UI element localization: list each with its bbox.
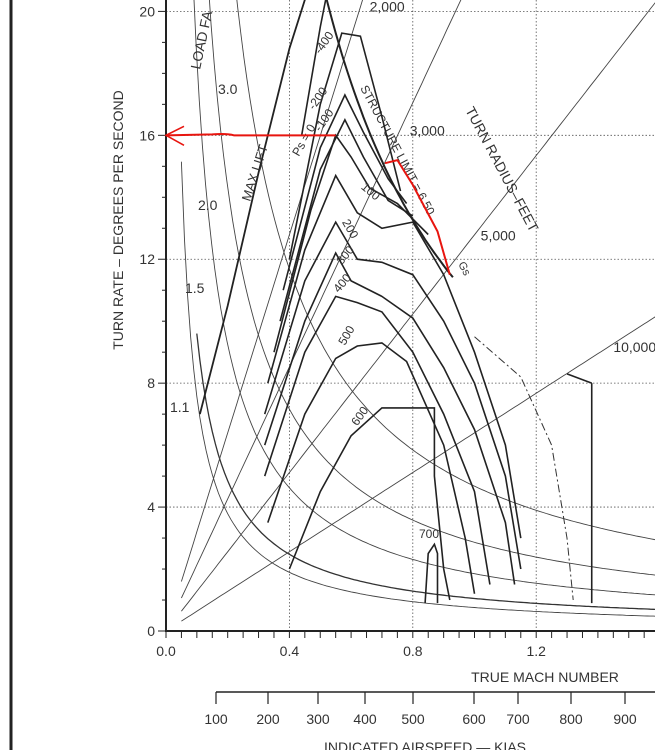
ps-contour-label: 300: [333, 243, 357, 268]
annotation-trace: [384, 158, 451, 275]
y-axis-title: TURN RATE – DEGREES PER SECOND: [110, 90, 126, 350]
ps-contour: [300, 0, 327, 136]
ps-contour: [263, 295, 491, 585]
ps-contour-label: 500: [335, 323, 357, 348]
kias-tick-label: 100: [204, 711, 228, 727]
x-tick-label: 0.4: [280, 643, 300, 659]
y-tick-label: 8: [147, 375, 155, 391]
ps-contour: [288, 407, 451, 601]
turn-radius-label: 3,000: [410, 122, 445, 138]
ps-contour-label: Ps = 0: [289, 121, 318, 158]
structure-limit-unit: Gs: [455, 260, 472, 278]
kias-tick-label: 700: [506, 711, 530, 727]
ps-contour: [273, 133, 429, 353]
turn-radius-line: [181, 2, 655, 612]
y-tick-label: 4: [147, 499, 155, 515]
ps-contour: [424, 542, 439, 604]
ps-contour-label: -400: [311, 29, 336, 57]
load-factor-line: [180, 161, 655, 617]
load-factor-label: 1.5: [185, 280, 205, 296]
load-factor-title: LOAD FA: [187, 9, 215, 71]
kias-tick-label: 800: [559, 711, 583, 727]
dash-dot-line: [474, 336, 574, 601]
y-tick-label: 20: [139, 3, 155, 19]
ps-contour: [263, 220, 522, 570]
ps-contour: [267, 342, 476, 594]
load-factor-line: [208, 0, 655, 576]
x-tick-label: 0.8: [403, 643, 423, 659]
ps-contour: [279, 118, 414, 322]
turn-radius-label: 2,000: [370, 0, 405, 14]
mach-limit-line: [566, 373, 593, 604]
kias-axis-title: INDICATED AIRSPEED — KIAS: [324, 739, 526, 750]
load-factor-label: 1.1: [170, 399, 190, 415]
turn-radius-title: TURN RADIUS–FEET: [462, 104, 542, 235]
kias-tick-label: 400: [353, 711, 377, 727]
x-tick-label: 1.2: [526, 643, 546, 659]
ps-contour: [267, 173, 522, 539]
turn-radius-label: 10,000: [613, 339, 655, 355]
turn-radius-line: [180, 0, 462, 599]
load-factor-label: 2.0: [198, 197, 218, 213]
ps-contour: [263, 251, 516, 585]
ps-contour: [282, 93, 408, 291]
kias-tick-label: 200: [256, 711, 280, 727]
load-factor-line: [236, 0, 655, 541]
ps-contour-label: 600: [348, 404, 371, 429]
kias-tick-label: 500: [401, 711, 425, 727]
load-factor-line: [193, 0, 655, 596]
kias-tick-label: 300: [306, 711, 330, 727]
load-factor-label: 3.0: [218, 81, 238, 97]
turn-radius-line: [181, 316, 655, 622]
max-lift-curve: [199, 0, 306, 415]
x-tick-label: 0.0: [156, 643, 176, 659]
y-tick-label: 12: [139, 251, 155, 267]
x-axis-title: TRUE MACH NUMBER: [471, 669, 619, 685]
lower-envelope-curve: [196, 333, 655, 611]
y-tick-label: 0: [147, 623, 155, 639]
ps-contour-label: 400: [330, 271, 354, 296]
annotation-arrow-line: [165, 132, 336, 137]
ps-contour-label: 100: [358, 180, 383, 204]
y-tick-label: 16: [139, 127, 155, 143]
annotation-arrowhead-icon: [164, 125, 185, 147]
max-lift-label: MAX LIFT: [239, 143, 271, 203]
structure-limit-curve: [325, 0, 454, 278]
ps-contour: [288, 32, 402, 260]
kias-tick-label: 900: [613, 711, 637, 727]
kias-tick-label: 600: [462, 711, 486, 727]
turn-radius-label: 5,000: [481, 228, 516, 244]
ps-contour-label: 700: [419, 527, 439, 541]
